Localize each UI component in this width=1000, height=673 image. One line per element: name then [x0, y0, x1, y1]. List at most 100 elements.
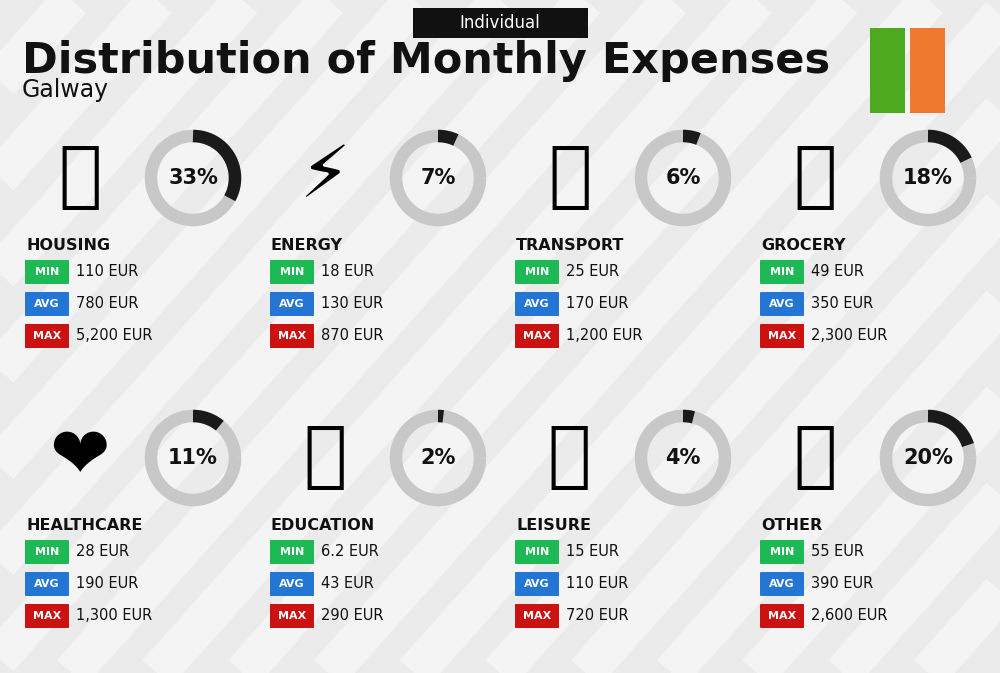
Text: HEALTHCARE: HEALTHCARE	[26, 518, 142, 533]
Text: AVG: AVG	[34, 299, 60, 309]
Text: 5,200 EUR: 5,200 EUR	[76, 328, 152, 343]
Text: 110 EUR: 110 EUR	[566, 577, 628, 592]
FancyBboxPatch shape	[270, 292, 314, 316]
Text: GROCERY: GROCERY	[761, 238, 846, 253]
Text: 110 EUR: 110 EUR	[76, 264, 138, 279]
Text: 130 EUR: 130 EUR	[321, 297, 383, 312]
FancyBboxPatch shape	[515, 604, 559, 628]
FancyBboxPatch shape	[25, 572, 69, 596]
Text: MIN: MIN	[770, 547, 794, 557]
Bar	[910, 28, 945, 113]
Text: 350 EUR: 350 EUR	[811, 297, 873, 312]
Text: 780 EUR: 780 EUR	[76, 297, 138, 312]
Text: 2,600 EUR: 2,600 EUR	[811, 608, 888, 623]
Text: MAX: MAX	[523, 331, 551, 341]
FancyBboxPatch shape	[25, 292, 69, 316]
Text: 55 EUR: 55 EUR	[811, 544, 864, 559]
FancyBboxPatch shape	[25, 260, 69, 284]
FancyBboxPatch shape	[515, 572, 559, 596]
Text: 18 EUR: 18 EUR	[321, 264, 374, 279]
Text: 👛: 👛	[793, 423, 837, 493]
Text: AVG: AVG	[769, 579, 795, 589]
FancyBboxPatch shape	[25, 540, 69, 564]
FancyBboxPatch shape	[515, 292, 559, 316]
FancyBboxPatch shape	[25, 324, 69, 348]
FancyBboxPatch shape	[270, 260, 314, 284]
Text: 🏢: 🏢	[58, 143, 102, 213]
Text: 290 EUR: 290 EUR	[321, 608, 384, 623]
Text: 2,300 EUR: 2,300 EUR	[811, 328, 887, 343]
Text: ENERGY: ENERGY	[271, 238, 343, 253]
Text: 2%: 2%	[420, 448, 456, 468]
Text: 🎓: 🎓	[303, 423, 347, 493]
Text: MAX: MAX	[33, 331, 61, 341]
Text: 🛍️: 🛍️	[548, 423, 592, 493]
FancyBboxPatch shape	[270, 540, 314, 564]
Text: 1,200 EUR: 1,200 EUR	[566, 328, 642, 343]
FancyBboxPatch shape	[25, 604, 69, 628]
FancyBboxPatch shape	[760, 292, 804, 316]
Text: 🚌: 🚌	[548, 143, 592, 213]
Text: 33%: 33%	[168, 168, 218, 188]
Text: AVG: AVG	[279, 299, 305, 309]
Text: AVG: AVG	[279, 579, 305, 589]
Text: LEISURE: LEISURE	[516, 518, 591, 533]
Text: 25 EUR: 25 EUR	[566, 264, 619, 279]
Text: EDUCATION: EDUCATION	[271, 518, 375, 533]
FancyBboxPatch shape	[270, 324, 314, 348]
FancyBboxPatch shape	[515, 324, 559, 348]
Text: Distribution of Monthly Expenses: Distribution of Monthly Expenses	[22, 40, 830, 82]
FancyBboxPatch shape	[270, 604, 314, 628]
Text: MIN: MIN	[525, 547, 549, 557]
Text: 18%: 18%	[903, 168, 953, 188]
Text: MIN: MIN	[525, 267, 549, 277]
Text: 6.2 EUR: 6.2 EUR	[321, 544, 379, 559]
Text: TRANSPORT: TRANSPORT	[516, 238, 624, 253]
Bar	[870, 28, 905, 113]
FancyBboxPatch shape	[760, 324, 804, 348]
Text: MAX: MAX	[768, 331, 796, 341]
Text: MAX: MAX	[523, 611, 551, 621]
Text: AVG: AVG	[769, 299, 795, 309]
FancyBboxPatch shape	[413, 8, 588, 38]
Text: 11%: 11%	[168, 448, 218, 468]
Text: 49 EUR: 49 EUR	[811, 264, 864, 279]
Text: ⚡: ⚡	[300, 143, 350, 213]
Text: AVG: AVG	[524, 579, 550, 589]
Text: 28 EUR: 28 EUR	[76, 544, 129, 559]
Text: OTHER: OTHER	[761, 518, 822, 533]
Text: MIN: MIN	[280, 547, 304, 557]
Text: AVG: AVG	[524, 299, 550, 309]
Text: 🛒: 🛒	[793, 143, 837, 213]
FancyBboxPatch shape	[515, 540, 559, 564]
Text: MIN: MIN	[35, 267, 59, 277]
Text: MAX: MAX	[33, 611, 61, 621]
Text: 870 EUR: 870 EUR	[321, 328, 384, 343]
Text: HOUSING: HOUSING	[26, 238, 110, 253]
Text: Individual: Individual	[460, 14, 540, 32]
Text: MAX: MAX	[768, 611, 796, 621]
Text: 390 EUR: 390 EUR	[811, 577, 873, 592]
Text: 15 EUR: 15 EUR	[566, 544, 619, 559]
Text: MIN: MIN	[280, 267, 304, 277]
Text: ❤️: ❤️	[50, 423, 110, 493]
FancyBboxPatch shape	[760, 604, 804, 628]
FancyBboxPatch shape	[515, 260, 559, 284]
Text: 7%: 7%	[420, 168, 456, 188]
Text: AVG: AVG	[34, 579, 60, 589]
Text: 720 EUR: 720 EUR	[566, 608, 629, 623]
FancyBboxPatch shape	[760, 572, 804, 596]
Text: MIN: MIN	[770, 267, 794, 277]
Text: 170 EUR: 170 EUR	[566, 297, 629, 312]
Text: 190 EUR: 190 EUR	[76, 577, 138, 592]
Text: MAX: MAX	[278, 331, 306, 341]
Text: 1,300 EUR: 1,300 EUR	[76, 608, 152, 623]
Text: 4%: 4%	[665, 448, 701, 468]
Text: MIN: MIN	[35, 547, 59, 557]
FancyBboxPatch shape	[270, 572, 314, 596]
FancyBboxPatch shape	[760, 260, 804, 284]
Text: 20%: 20%	[903, 448, 953, 468]
Text: MAX: MAX	[278, 611, 306, 621]
Text: 43 EUR: 43 EUR	[321, 577, 374, 592]
FancyBboxPatch shape	[760, 540, 804, 564]
